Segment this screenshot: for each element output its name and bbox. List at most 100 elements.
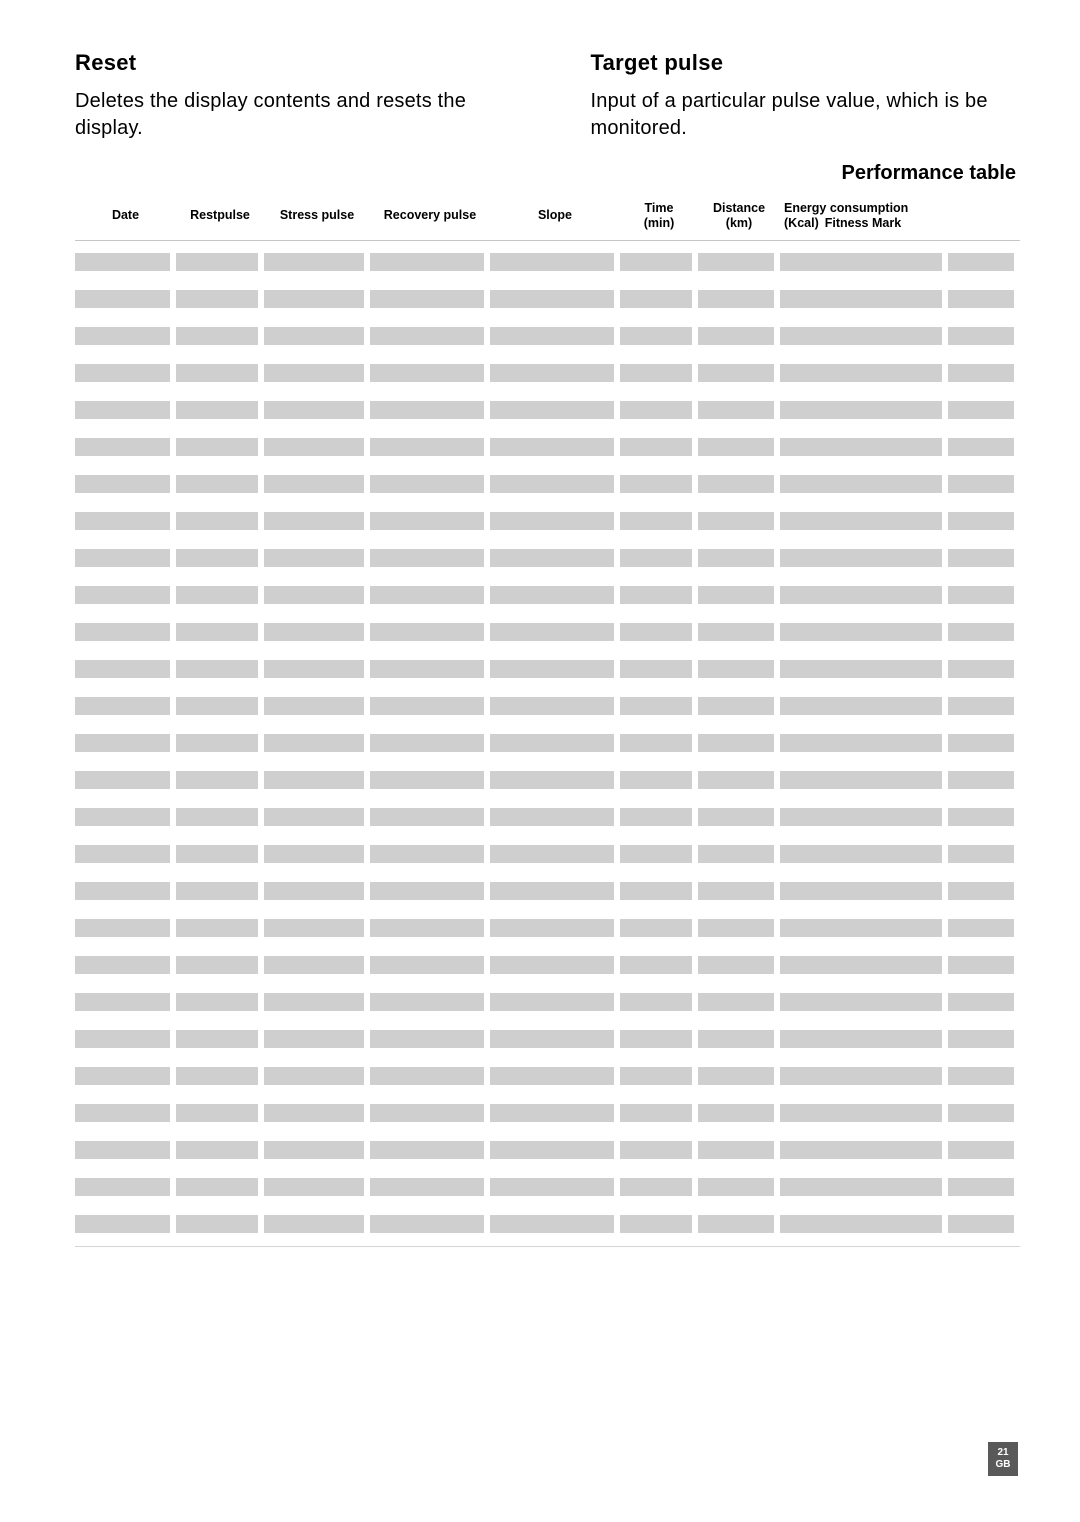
- table-cell: [264, 1104, 364, 1122]
- table-cell: [370, 660, 484, 678]
- table-row: [75, 648, 1020, 685]
- reset-body: Deletes the display contents and resets …: [75, 88, 503, 142]
- table-cell: [698, 734, 774, 752]
- table-cell: [620, 475, 692, 493]
- table-cell: [370, 1178, 484, 1196]
- table-cell: [620, 290, 692, 308]
- table-cell: [780, 1215, 942, 1233]
- table-cell: [75, 586, 170, 604]
- table-cell: [75, 438, 170, 456]
- col-recovery-pulse: Recovery pulse: [370, 208, 490, 222]
- table-cell: [176, 290, 258, 308]
- table-cell: [264, 401, 364, 419]
- table-row: [75, 352, 1020, 389]
- table-cell: [176, 623, 258, 641]
- table-cell: [698, 1141, 774, 1159]
- table-row: [75, 315, 1020, 352]
- table-cell: [370, 549, 484, 567]
- table-cell: [780, 734, 942, 752]
- table-cell: [264, 993, 364, 1011]
- table-cell: [948, 808, 1014, 826]
- table-cell: [370, 1141, 484, 1159]
- table-cell: [490, 1030, 614, 1048]
- table-cell: [698, 771, 774, 789]
- table-cell: [698, 549, 774, 567]
- table-cell: [620, 327, 692, 345]
- col-distance: Distance(km): [698, 201, 780, 230]
- table-cell: [490, 734, 614, 752]
- table-cell: [698, 956, 774, 974]
- table-cell: [698, 438, 774, 456]
- page-number: 21: [988, 1447, 1018, 1459]
- table-cell: [490, 993, 614, 1011]
- table-cell: [176, 660, 258, 678]
- table-cell: [176, 845, 258, 863]
- target-pulse-column: Target pulse Input of a particular pulse…: [591, 50, 1019, 142]
- table-cell: [264, 845, 364, 863]
- table-cell: [370, 919, 484, 937]
- table-cell: [75, 956, 170, 974]
- table-cell: [75, 253, 170, 271]
- table-cell: [948, 660, 1014, 678]
- table-cell: [264, 253, 364, 271]
- table-cell: [620, 956, 692, 974]
- table-cell: [490, 512, 614, 530]
- table-cell: [948, 882, 1014, 900]
- table-cell: [75, 623, 170, 641]
- table-row: [75, 1166, 1020, 1203]
- table-cell: [620, 734, 692, 752]
- table-cell: [75, 882, 170, 900]
- table-cell: [176, 475, 258, 493]
- table-cell: [948, 919, 1014, 937]
- table-row: [75, 389, 1020, 426]
- table-cell: [264, 697, 364, 715]
- table-cell: [75, 1067, 170, 1085]
- table-cell: [490, 623, 614, 641]
- table-cell: [780, 660, 942, 678]
- table-cell: [780, 438, 942, 456]
- table-cell: [370, 845, 484, 863]
- col-energy: Energy consumption(Kcal)Fitness Mark: [780, 201, 948, 230]
- table-cell: [264, 549, 364, 567]
- table-cell: [75, 475, 170, 493]
- table-cell: [698, 845, 774, 863]
- table-row: [75, 944, 1020, 981]
- table-cell: [698, 1104, 774, 1122]
- table-cell: [370, 882, 484, 900]
- table-cell: [698, 1178, 774, 1196]
- table-cell: [948, 475, 1014, 493]
- table-cell: [620, 586, 692, 604]
- table-cell: [948, 327, 1014, 345]
- table-row: [75, 537, 1020, 574]
- table-cell: [176, 1067, 258, 1085]
- table-cell: [176, 364, 258, 382]
- table-cell: [75, 697, 170, 715]
- table-cell: [620, 1030, 692, 1048]
- table-cell: [620, 1067, 692, 1085]
- table-cell: [370, 1215, 484, 1233]
- table-cell: [698, 327, 774, 345]
- table-cell: [176, 549, 258, 567]
- top-section: Reset Deletes the display contents and r…: [75, 50, 1018, 142]
- table-row: [75, 463, 1020, 500]
- table-cell: [370, 697, 484, 715]
- table-cell: [948, 290, 1014, 308]
- table-cell: [176, 956, 258, 974]
- table-cell: [620, 253, 692, 271]
- table-cell: [620, 919, 692, 937]
- page-footer-badge: 21 GB: [988, 1442, 1018, 1476]
- table-cell: [75, 734, 170, 752]
- table-cell: [780, 401, 942, 419]
- table-cell: [948, 1067, 1014, 1085]
- table-row: [75, 574, 1020, 611]
- table-cell: [698, 1215, 774, 1233]
- table-cell: [620, 771, 692, 789]
- table-cell: [75, 290, 170, 308]
- table-cell: [75, 401, 170, 419]
- table-cell: [490, 956, 614, 974]
- table-cell: [780, 549, 942, 567]
- table-cell: [698, 290, 774, 308]
- table-cell: [370, 475, 484, 493]
- table-cell: [620, 401, 692, 419]
- table-cell: [948, 549, 1014, 567]
